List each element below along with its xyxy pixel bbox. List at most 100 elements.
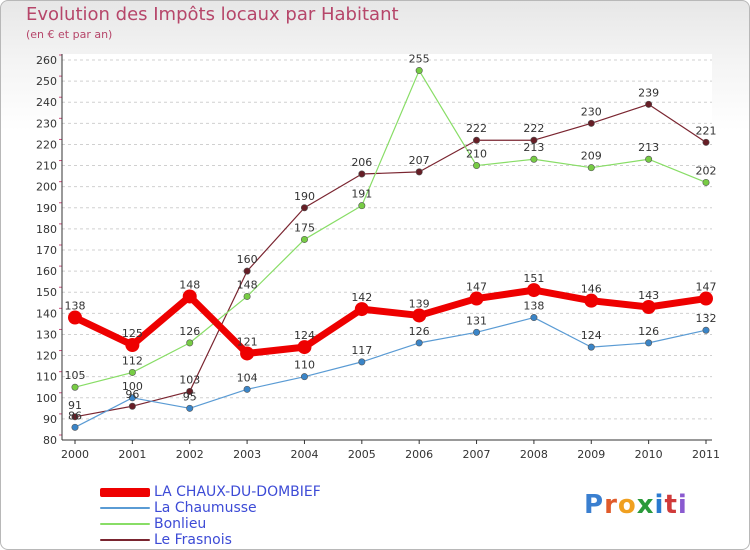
series-bonlieu (71, 67, 710, 391)
series-la-chaux-du-dombief (68, 283, 713, 361)
data-point (530, 136, 538, 144)
logo-letter: P (584, 490, 605, 520)
data-label: 190 (294, 190, 315, 203)
data-point (128, 402, 136, 410)
logo-letter: o (617, 490, 637, 520)
data-label: 100 (122, 380, 143, 393)
data-label: 126 (638, 325, 659, 338)
data-point (530, 314, 538, 322)
data-point (587, 164, 595, 172)
data-point (243, 292, 251, 300)
y-tick-label: 250 (36, 75, 57, 88)
data-label: 213 (638, 141, 659, 154)
series-line (74, 103, 707, 418)
x-tick-label: 2008 (520, 448, 548, 461)
data-point (702, 138, 710, 146)
legend: LA CHAUX-DU-DOMBIEF La Chaumusse Bonlieu Le… (100, 484, 360, 548)
data-point (358, 358, 366, 366)
data-label: 202 (696, 164, 717, 177)
data-point (412, 308, 427, 323)
data-label: 138 (523, 300, 544, 313)
legend-label: Bonlieu (154, 516, 207, 532)
series-line (73, 286, 707, 357)
data-point (186, 387, 194, 395)
data-point (300, 204, 308, 212)
legend-label: La Chaumusse (154, 500, 257, 516)
data-label: 148 (237, 278, 258, 291)
data-point (702, 178, 710, 186)
data-label: 239 (638, 86, 659, 99)
y-tick-label: 180 (36, 223, 57, 236)
y-tick-label: 210 (36, 160, 57, 173)
data-point (645, 339, 653, 347)
data-point (125, 338, 140, 352)
data-label: 103 (179, 373, 200, 386)
data-label: 95 (183, 390, 197, 403)
data-point (186, 404, 194, 412)
data-label: 230 (581, 105, 602, 118)
data-label: 207 (409, 154, 430, 167)
legend-item: LA CHAUX-DU-DOMBIEF (100, 484, 360, 500)
data-point (354, 302, 369, 317)
data-point (300, 235, 308, 243)
data-point (473, 162, 481, 170)
data-label: 126 (409, 325, 430, 338)
data-label: 206 (351, 156, 372, 169)
data-point (587, 119, 595, 127)
y-tick-label: 80 (43, 434, 57, 447)
data-point (699, 291, 713, 306)
data-point (243, 267, 251, 275)
y-tick-label: 140 (36, 307, 57, 320)
data-label: 117 (351, 344, 372, 357)
y-tick-label: 120 (36, 350, 57, 363)
data-point (358, 170, 366, 178)
data-point (71, 423, 79, 431)
y-tick-label: 220 (36, 138, 57, 151)
data-label: 221 (696, 124, 717, 137)
legend-item: La Chaumusse (100, 500, 360, 516)
series-line (74, 316, 707, 428)
data-point (645, 155, 653, 163)
data-label: 175 (294, 221, 315, 234)
data-label: 255 (409, 53, 430, 66)
proxiti-logo: Proxiti (584, 490, 688, 520)
y-tick-label: 230 (36, 117, 57, 130)
chart-subtitle: (en € et par an) (26, 28, 113, 41)
data-label: 146 (581, 283, 602, 296)
data-point (473, 136, 481, 144)
data-point (243, 385, 251, 393)
legend-swatch (100, 539, 150, 541)
data-point (469, 291, 484, 306)
x-tick-label: 2000 (61, 448, 89, 461)
legend-label: LA CHAUX-DU-DOMBIEF (154, 484, 321, 500)
x-tick-label: 2001 (118, 448, 146, 461)
logo-letter: i (677, 490, 688, 520)
data-point (68, 310, 82, 325)
data-label: 126 (179, 325, 200, 338)
x-tick-label: 2005 (348, 448, 376, 461)
data-point (526, 283, 541, 298)
x-tick-label: 2011 (692, 448, 720, 461)
y-tick-label: 200 (36, 181, 57, 194)
data-point (415, 339, 423, 347)
logo-letter: i (654, 490, 665, 520)
data-label: 121 (237, 335, 258, 348)
y-tick-label: 90 (43, 413, 57, 426)
data-label: 222 (523, 122, 544, 135)
data-point (587, 343, 595, 351)
data-label: 132 (696, 312, 717, 325)
y-tick-label: 260 (36, 54, 57, 67)
data-label: 142 (351, 291, 372, 304)
data-point (128, 394, 136, 402)
data-point (530, 155, 538, 163)
data-label: 86 (68, 409, 82, 422)
data-label: 110 (294, 359, 315, 372)
data-label: 131 (466, 314, 487, 327)
plot-area (62, 54, 712, 440)
data-point (702, 326, 710, 334)
legend-swatch (100, 507, 150, 509)
data-point (300, 373, 308, 381)
data-label: 96 (125, 388, 139, 401)
y-tick-label: 240 (36, 96, 57, 109)
